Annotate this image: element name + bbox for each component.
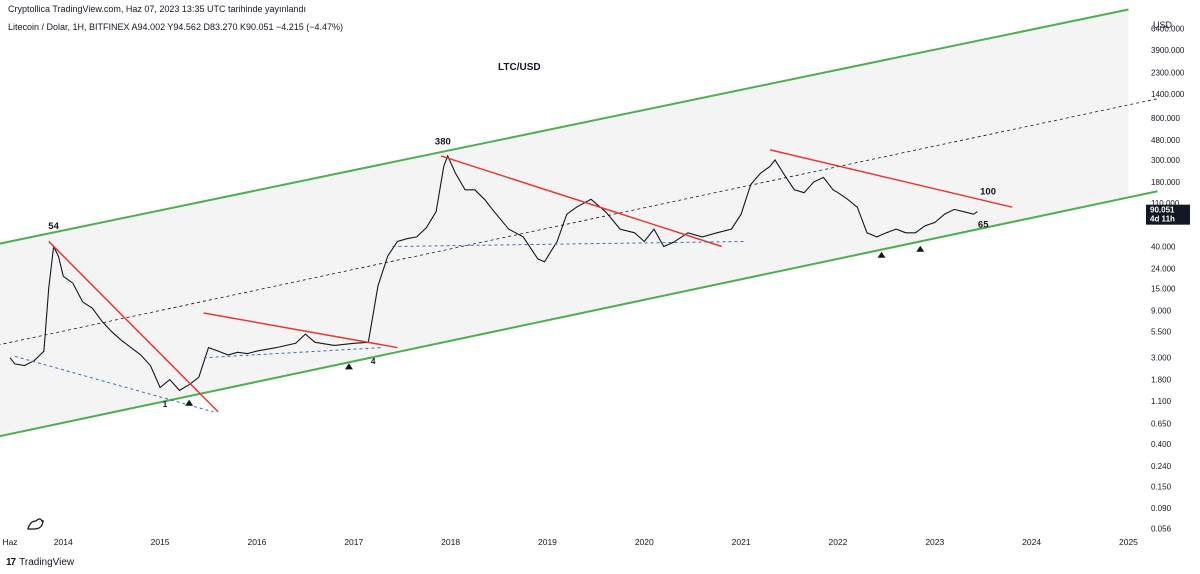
annotations: 54 380 100 65 1 4 bbox=[48, 137, 996, 410]
y-tick-label: 24.000 bbox=[1151, 264, 1176, 273]
trendlines bbox=[14, 149, 1013, 413]
last-price-countdown: 4d 11h bbox=[1150, 215, 1175, 224]
y-tick-label: 3900.000 bbox=[1151, 46, 1185, 55]
marker-triangle-icon-3 bbox=[916, 245, 925, 252]
channel-upper-line bbox=[0, 8, 1129, 245]
y-tick-label: 110.000 bbox=[1151, 199, 1180, 208]
x-tick-label: 2015 bbox=[151, 537, 170, 547]
y-tick-label: 0.090 bbox=[1151, 504, 1172, 513]
support-dashed-line-2 bbox=[392, 240, 746, 248]
y-tick-label: 800.000 bbox=[1151, 114, 1180, 123]
x-tick-label: Haz bbox=[2, 537, 17, 547]
y-tick-label: 9.000 bbox=[1151, 307, 1172, 316]
support-dashed-line-0 bbox=[14, 355, 214, 413]
x-tick-label: 2024 bbox=[1022, 537, 1041, 547]
x-tick-label: 2018 bbox=[441, 537, 460, 547]
y-tick-label: 0.650 bbox=[1151, 419, 1172, 428]
annotation-label-3: 65 bbox=[978, 220, 989, 231]
x-tick-label: 2023 bbox=[925, 537, 944, 547]
footer-brand: 17 TradingView bbox=[6, 557, 74, 568]
y-tick-label: 1400.000 bbox=[1151, 90, 1185, 99]
resistance-line-0 bbox=[48, 240, 219, 413]
tradingview-mark-icon: 17 bbox=[6, 557, 16, 568]
channel-band bbox=[0, 9, 1129, 437]
currency-label: USD bbox=[1153, 20, 1173, 30]
y-axis[interactable]: 6400.000 3900.000 2300.000 1400.000 800.000 4… bbox=[1151, 25, 1185, 534]
marker-triangle-icon-2 bbox=[877, 251, 886, 258]
resistance-line-2 bbox=[440, 155, 722, 248]
marker-triangle-icon-0 bbox=[185, 399, 194, 406]
price-series bbox=[9, 154, 978, 392]
y-tick-label: 15.000 bbox=[1151, 285, 1176, 294]
y-tick-label: 300.000 bbox=[1151, 156, 1180, 165]
y-tick-label: 5.500 bbox=[1151, 328, 1172, 337]
y-tick-label: 480.000 bbox=[1151, 136, 1180, 145]
x-tick-label: 2020 bbox=[635, 537, 654, 547]
y-tick-label: 180.000 bbox=[1151, 178, 1180, 187]
y-tick-label: 0.150 bbox=[1151, 482, 1172, 491]
annotation-label-5: 4 bbox=[371, 356, 376, 366]
annotation-label-0: 54 bbox=[48, 221, 59, 232]
y-tick-label: 40.000 bbox=[1151, 243, 1176, 252]
symbol-info: Litecoin / Dolar, 1H, BITFINEX A94.002 Y… bbox=[8, 22, 344, 32]
price-line-0 bbox=[9, 154, 978, 392]
channel-lower-line bbox=[0, 190, 1158, 438]
channel-mid-line bbox=[0, 98, 1158, 345]
publish-info: Cryptollica TradingView.com, Haz 07, 202… bbox=[8, 4, 306, 14]
x-axis[interactable]: Haz 2014 2015 2016 2017 2018 2019 2020 2021 2022 2… bbox=[2, 537, 1138, 547]
last-price-box: 90.051 4d 11h bbox=[1146, 204, 1190, 225]
tradingview-logo-icon bbox=[27, 518, 44, 530]
x-tick-label: 2022 bbox=[829, 537, 848, 547]
footer-brand-label: TradingView bbox=[19, 557, 75, 568]
y-tick-label: 3.000 bbox=[1151, 354, 1172, 363]
y-tick-label: 6400.000 bbox=[1151, 25, 1185, 34]
x-tick-label: 2025 bbox=[1119, 537, 1138, 547]
x-tick-label: 2014 bbox=[54, 537, 73, 547]
resistance-line-1 bbox=[203, 312, 398, 349]
x-tick-label: 2021 bbox=[732, 537, 751, 547]
chart-title: LTC/USD bbox=[498, 62, 541, 73]
last-price-value: 90.051 bbox=[1150, 206, 1175, 215]
y-tick-label: 2300.000 bbox=[1151, 69, 1185, 78]
resistance-line-3 bbox=[770, 149, 1013, 208]
x-tick-label: 2019 bbox=[538, 537, 557, 547]
y-tick-label: 0.240 bbox=[1151, 462, 1172, 471]
x-tick-label: 2017 bbox=[344, 537, 363, 547]
channel-lines bbox=[0, 8, 1158, 438]
annotation-label-4: 1 bbox=[163, 399, 168, 409]
y-tick-label: 1.100 bbox=[1151, 397, 1172, 406]
y-tick-label: 0.400 bbox=[1151, 440, 1172, 449]
channel-fill bbox=[0, 9, 1129, 437]
y-tick-label: 0.056 bbox=[1151, 525, 1172, 534]
last-price-box-bg bbox=[1146, 204, 1190, 225]
marker-triangle-icon-1 bbox=[344, 363, 353, 370]
annotation-label-2: 100 bbox=[980, 186, 996, 197]
y-tick-label: 1.800 bbox=[1151, 376, 1172, 385]
annotation-label-1: 380 bbox=[435, 137, 451, 148]
x-tick-label: 2016 bbox=[247, 537, 266, 547]
